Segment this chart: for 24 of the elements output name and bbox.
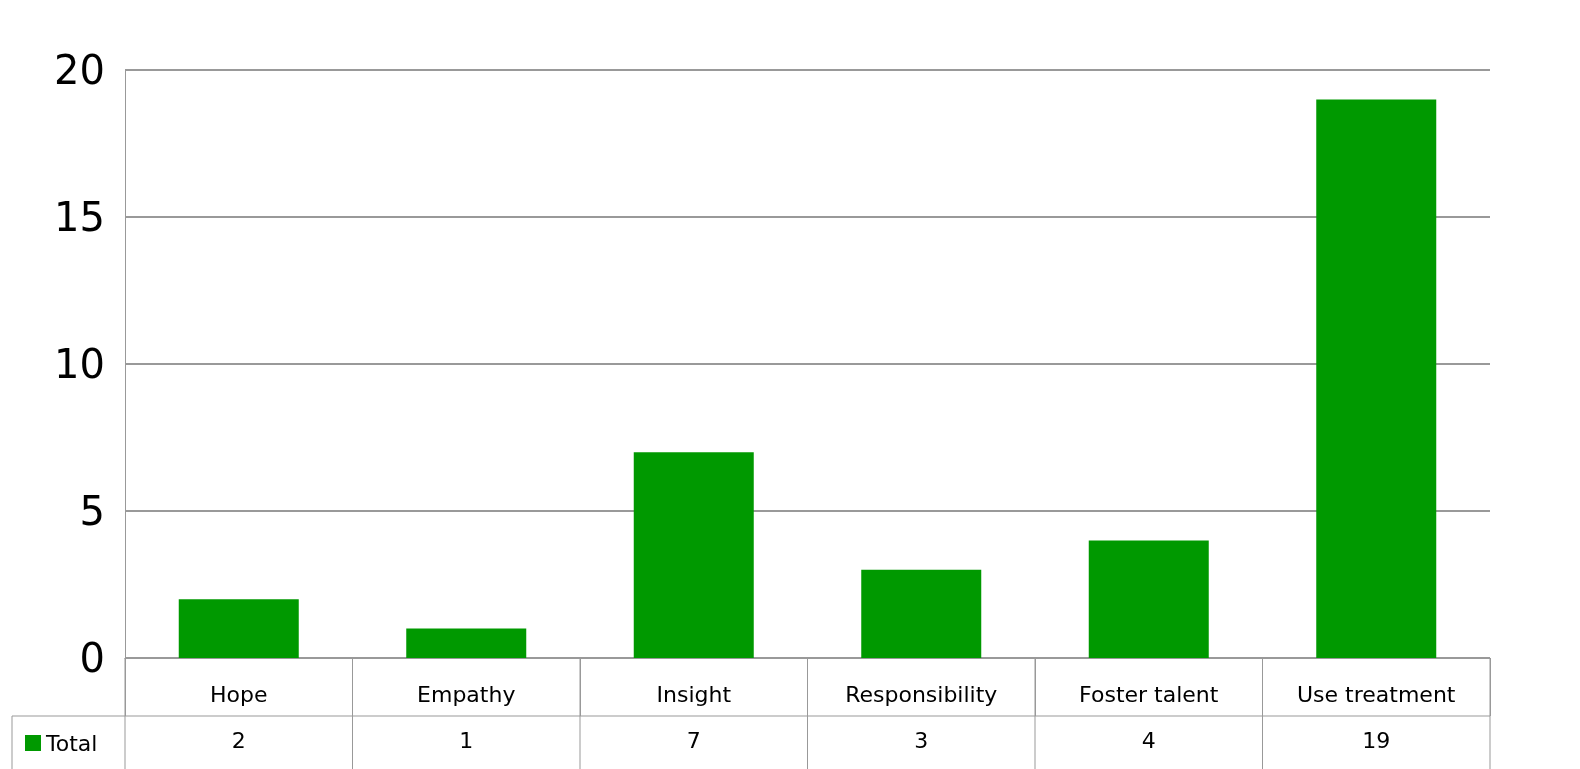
data-label: 1 [459, 727, 474, 753]
bar [1316, 99, 1437, 658]
bar [861, 569, 982, 658]
data-label: 3 [914, 727, 929, 753]
y-tick-label: 20 [54, 47, 105, 93]
x-tick-label: Foster talent [1079, 681, 1219, 707]
data-label: 19 [1362, 727, 1391, 753]
x-tick-label: Empathy [417, 681, 516, 707]
x-tick-label: Insight [656, 681, 732, 707]
data-label: 4 [1141, 727, 1156, 753]
legend-label: Total [45, 730, 98, 756]
x-tick-label: Use treatment [1297, 681, 1456, 707]
bar [406, 628, 527, 658]
x-tick-label: Responsibility [845, 681, 998, 707]
y-tick-label: 15 [54, 194, 105, 240]
bar [178, 599, 299, 658]
y-tick-label: 10 [54, 341, 105, 387]
bar [1088, 540, 1209, 658]
data-label: 2 [231, 727, 246, 753]
y-tick-label: 0 [79, 635, 105, 681]
data-label: 7 [686, 727, 701, 753]
bar [633, 452, 754, 658]
x-tick-label: Hope [209, 681, 268, 707]
y-tick-label: 5 [79, 488, 105, 534]
